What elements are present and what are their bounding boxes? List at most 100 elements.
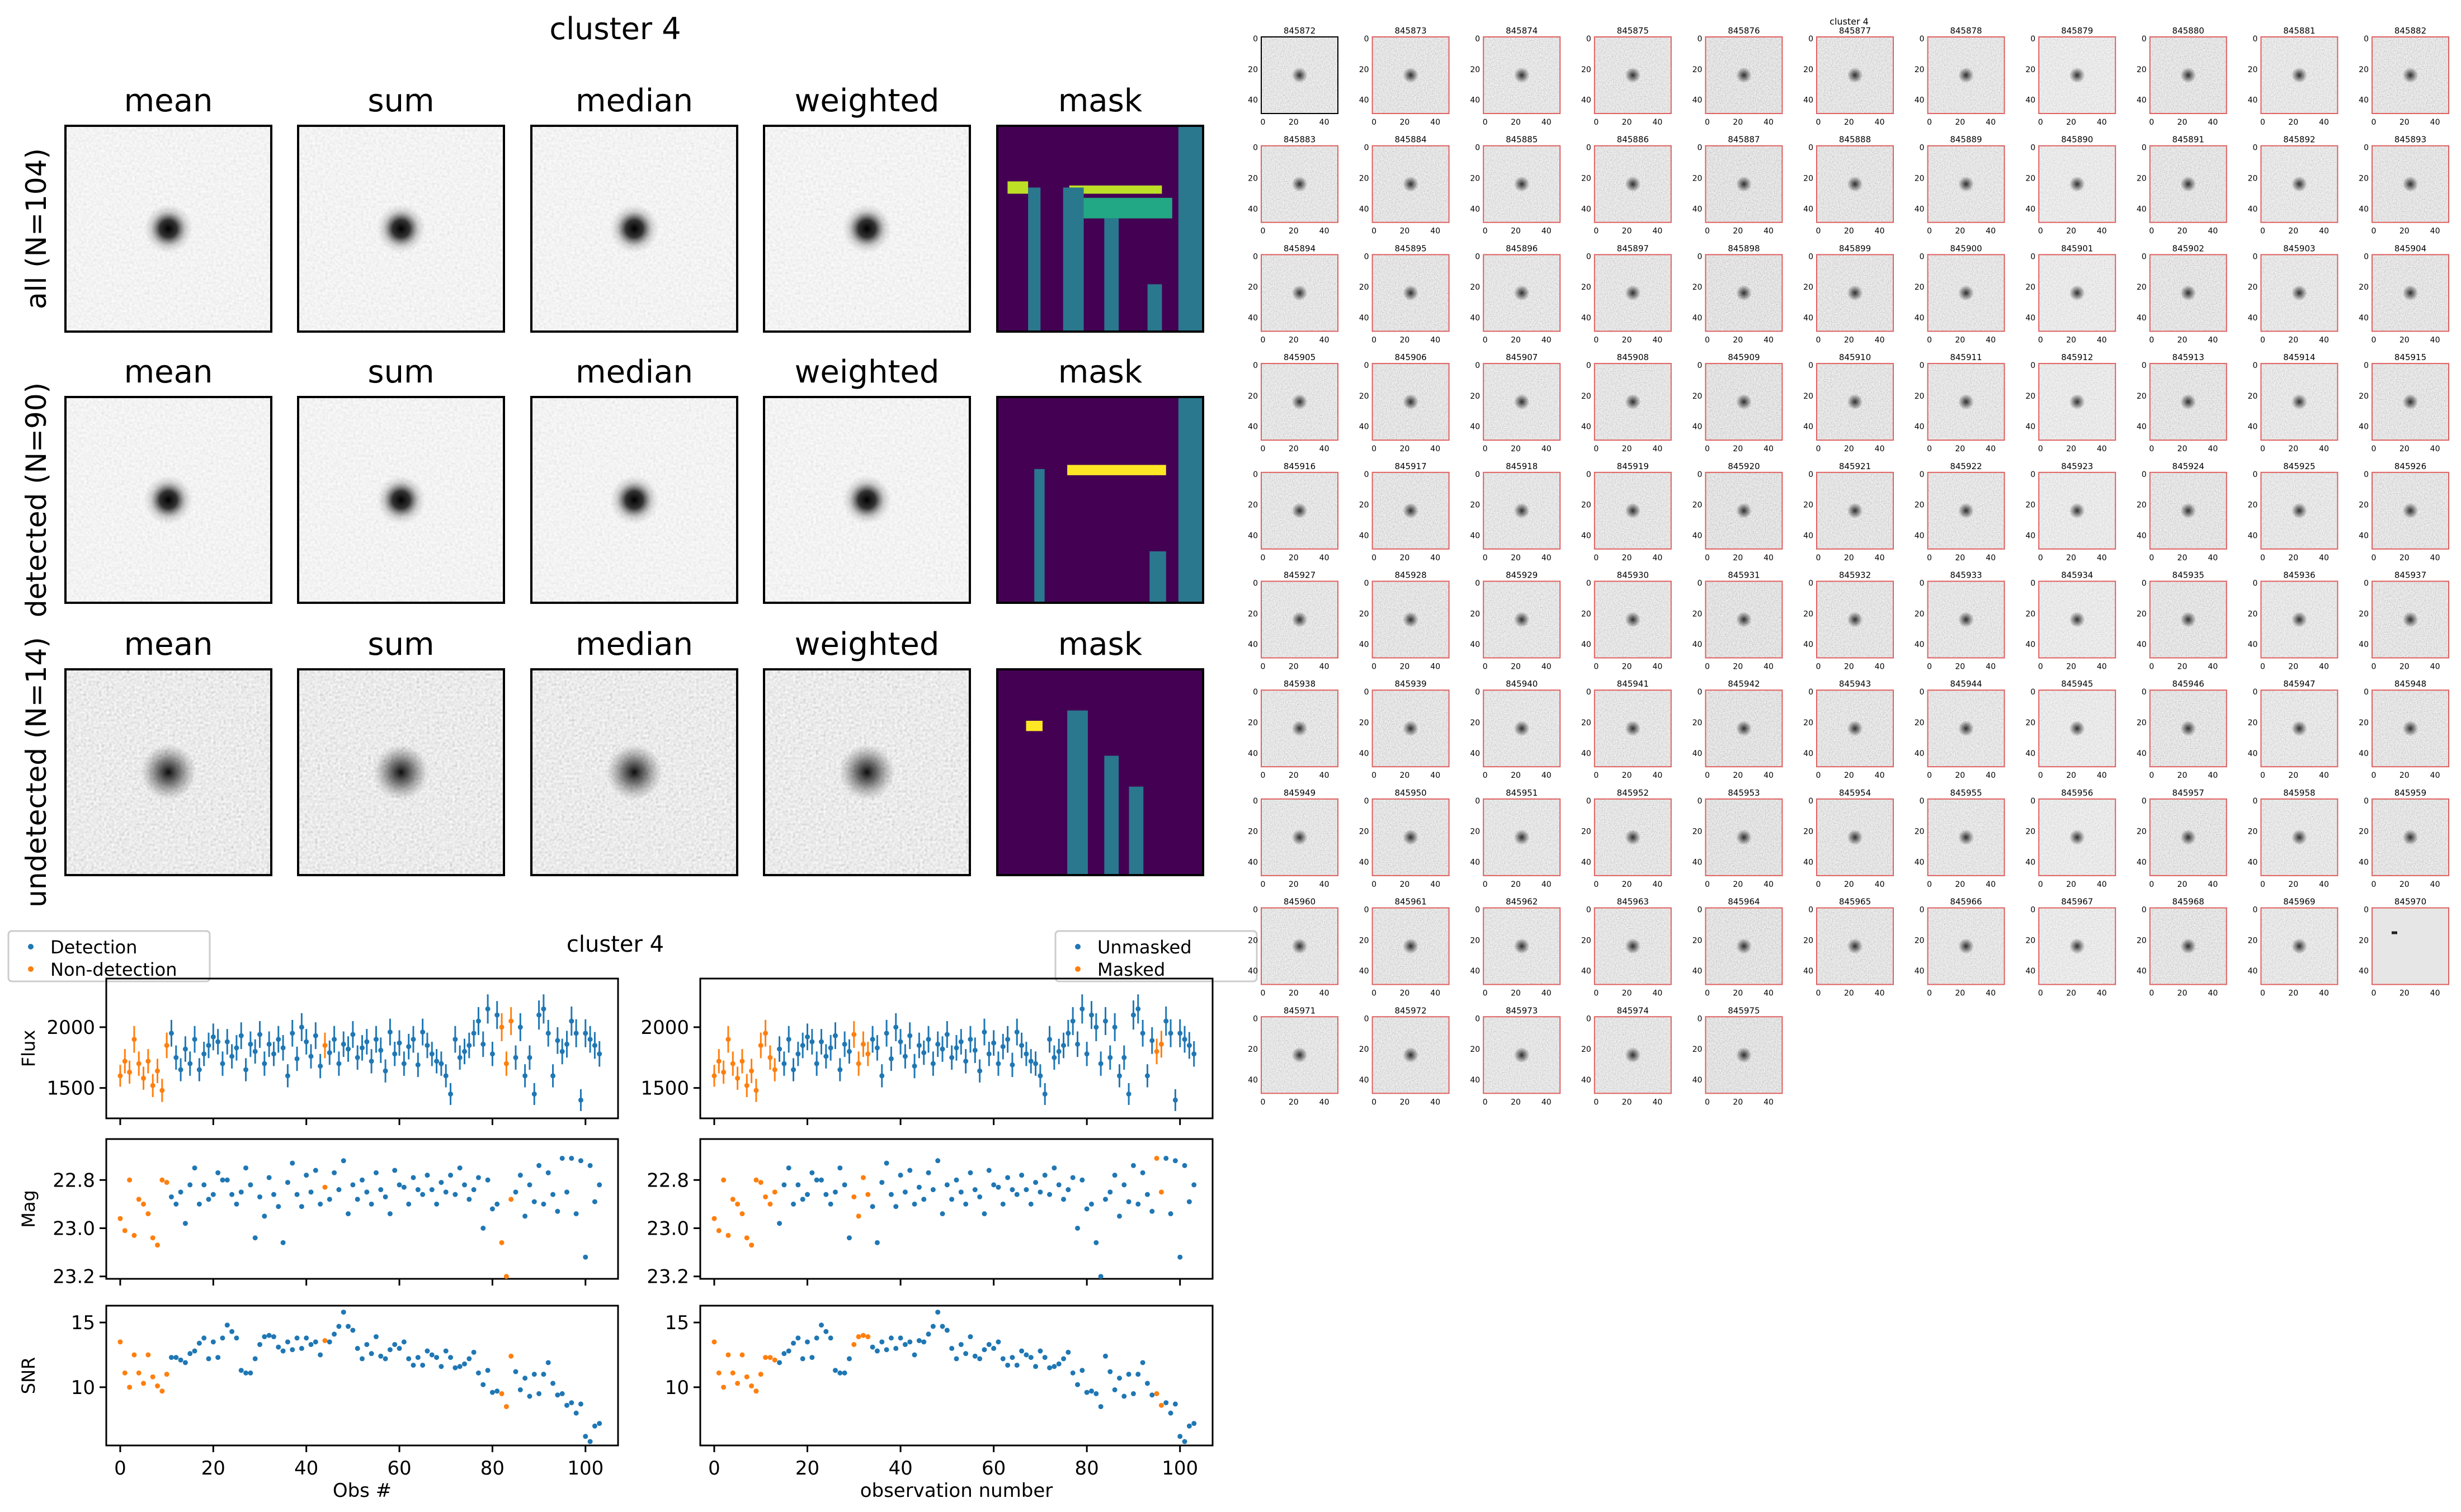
thumb-frame xyxy=(1261,1016,1338,1094)
data-point xyxy=(795,1182,801,1188)
thumb-x-tick: 20 xyxy=(1622,118,1632,127)
thumb-y-tick: 20 xyxy=(1915,936,1925,945)
data-point xyxy=(1005,1362,1011,1368)
thumb-y-tick: 40 xyxy=(1359,1076,1369,1085)
thumb-x-tick: 40 xyxy=(1875,663,1885,672)
thumb-y-tick: 20 xyxy=(1359,392,1369,401)
thumb-y-tick: 40 xyxy=(2025,858,2035,867)
thumb-x-tick: 40 xyxy=(2430,336,2440,344)
thumb-x-tick: 20 xyxy=(1622,663,1632,672)
thumb-frame xyxy=(1371,689,1450,768)
data-point xyxy=(884,1347,889,1353)
thumb-y-tick: 40 xyxy=(2137,858,2147,867)
thumb-y-tick: 40 xyxy=(1915,967,1925,976)
thumb-frame xyxy=(2149,36,2227,114)
thumb-y-tick: 0 xyxy=(1253,688,1258,697)
data-point xyxy=(767,1355,773,1360)
thumb-x-tick: 40 xyxy=(1764,227,1774,236)
axes-frame xyxy=(699,1305,1214,1447)
thumb-star xyxy=(2180,829,2196,845)
thumb-x-tick: 0 xyxy=(2149,880,2154,889)
x-tick-label: 60 xyxy=(982,1457,1006,1480)
data-point xyxy=(569,1155,574,1161)
data-point xyxy=(898,1335,903,1341)
thumb-y-tick: 40 xyxy=(1359,749,1369,758)
data-point xyxy=(308,1189,314,1195)
mask-region xyxy=(1063,187,1084,332)
data-point xyxy=(846,1235,852,1241)
data-point xyxy=(285,1180,290,1185)
thumb-y-tick: 40 xyxy=(2025,640,2035,649)
stack-star xyxy=(140,744,196,800)
thumb-label: 845932 xyxy=(1839,570,1871,580)
thumb-x-tick: 0 xyxy=(2260,445,2265,453)
thumb-frame xyxy=(1927,798,2005,876)
thumb-y-tick: 0 xyxy=(1253,35,1258,44)
thumb-star xyxy=(1514,612,1530,627)
thumb-x-tick: 40 xyxy=(1541,880,1552,889)
data-point xyxy=(744,1083,749,1088)
thumb-y-tick: 0 xyxy=(1808,144,1813,153)
data-point xyxy=(1186,1199,1192,1204)
thumb-star xyxy=(2069,67,2085,83)
data-point xyxy=(1061,1356,1067,1362)
thumb-y-tick: 40 xyxy=(1248,423,1258,432)
thumb-y-tick: 20 xyxy=(1359,828,1369,837)
thumb-star xyxy=(2291,503,2307,519)
axes-frame xyxy=(105,1305,619,1447)
data-point xyxy=(935,1310,941,1315)
stack-frame xyxy=(297,125,505,333)
data-point xyxy=(865,1334,871,1340)
data-point xyxy=(842,1182,847,1188)
data-point xyxy=(341,1310,346,1315)
data-point xyxy=(503,1274,509,1279)
thumb-x-tick: 0 xyxy=(1593,663,1599,672)
thumb-y-tick: 20 xyxy=(1359,65,1369,74)
data-point xyxy=(522,1073,528,1079)
thumb-y-tick: 20 xyxy=(1470,174,1480,183)
thumb-star xyxy=(2180,176,2196,192)
thumb-y-tick: 0 xyxy=(1808,252,1813,261)
thumb-y-tick: 0 xyxy=(2252,470,2257,479)
thumb-star xyxy=(1847,829,1863,845)
col-label-sum: sum xyxy=(367,626,434,663)
thumb-star xyxy=(2180,938,2196,955)
data-point xyxy=(926,1037,931,1042)
data-point xyxy=(550,1073,556,1079)
thumb-y-tick: 40 xyxy=(1803,314,1813,323)
thumb-y-tick: 20 xyxy=(1359,501,1369,510)
thumb-y-tick: 40 xyxy=(1248,314,1258,323)
data-point xyxy=(1079,1368,1085,1373)
thumb-y-tick: 0 xyxy=(1697,579,1702,588)
data-point xyxy=(117,1216,123,1221)
data-point xyxy=(777,1221,782,1226)
thumb-y-tick: 40 xyxy=(2248,531,2258,540)
data-point xyxy=(739,1059,745,1064)
mask-image xyxy=(997,669,1203,875)
thumb-label: 845904 xyxy=(2394,243,2426,253)
thumb-star xyxy=(2291,829,2307,845)
thumb-x-tick: 0 xyxy=(1483,663,1488,672)
thumb-y-tick: 40 xyxy=(2248,858,2258,867)
thumb-x-tick: 40 xyxy=(2430,989,2440,998)
data-point xyxy=(392,1051,398,1057)
thumb-star xyxy=(1514,176,1530,192)
thumb-y-tick: 40 xyxy=(1470,967,1480,976)
data-point xyxy=(350,1032,356,1037)
data-point xyxy=(355,1345,360,1351)
data-point xyxy=(986,1168,992,1173)
stack-star xyxy=(373,744,429,800)
thumb-frame xyxy=(2038,471,2116,550)
data-point xyxy=(299,1345,304,1351)
thumb-x-tick: 20 xyxy=(1844,880,1854,889)
thumb-y-tick: 0 xyxy=(2252,35,2257,44)
axes-frame xyxy=(699,977,1214,1119)
thumb-frame xyxy=(1593,36,1672,114)
data-point xyxy=(1047,1037,1053,1042)
thumb-y-tick: 40 xyxy=(1470,858,1480,867)
thumb-frame xyxy=(1261,471,1338,550)
thumb-y-tick: 0 xyxy=(1364,252,1369,261)
thumb-label: 845886 xyxy=(1617,135,1649,145)
data-point xyxy=(411,1175,416,1180)
col-label-sum: sum xyxy=(367,83,434,119)
